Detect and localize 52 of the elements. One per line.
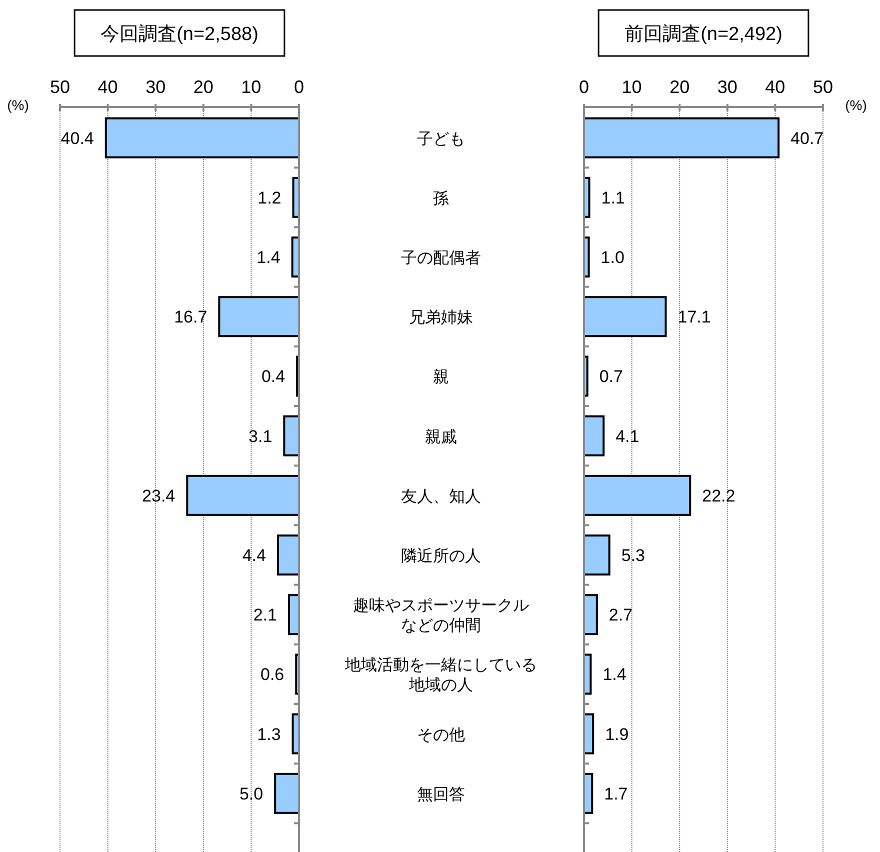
data-label: 1.4 bbox=[602, 665, 626, 684]
data-label: 1.3 bbox=[257, 724, 281, 744]
data-label: 1.1 bbox=[601, 188, 625, 208]
y-tick-label: 孫 bbox=[433, 189, 449, 208]
data-label: 0.7 bbox=[599, 367, 623, 386]
y-tick-label: 子ども bbox=[417, 130, 465, 148]
y-tick-label: 親戚 bbox=[425, 428, 457, 446]
data-label: 1.9 bbox=[605, 724, 629, 744]
y-tick-label: 親 bbox=[433, 368, 449, 386]
x-tick-label: 30 bbox=[146, 77, 166, 97]
data-label: 1.2 bbox=[258, 188, 282, 208]
data-label: 22.2 bbox=[702, 486, 736, 506]
y-tick-label: 隣近所の人 bbox=[401, 547, 481, 565]
x-axis-title: (%) bbox=[7, 97, 29, 113]
data-label: 0.4 bbox=[261, 367, 286, 386]
y-tick-label: 子の配偶者 bbox=[401, 249, 481, 267]
data-label: 0.6 bbox=[260, 665, 284, 684]
data-label: 3.1 bbox=[248, 426, 272, 446]
data-label: 1.7 bbox=[604, 784, 628, 804]
data-label: 5.3 bbox=[621, 546, 645, 565]
x-tick-label: 50 bbox=[812, 77, 834, 97]
y-tick-label: 地域活動を一緒にしている地域の人 bbox=[344, 656, 537, 694]
data-label: 16.7 bbox=[174, 308, 208, 327]
data-label: 4.1 bbox=[616, 426, 640, 446]
x-tick-label: 20 bbox=[193, 77, 214, 97]
data-label: 2.7 bbox=[608, 606, 633, 625]
data-label: 40.4 bbox=[60, 128, 94, 148]
x-tick-label: 0 bbox=[578, 77, 590, 97]
data-label: 17.1 bbox=[678, 308, 711, 327]
y-tick-label: 友人、知人 bbox=[401, 488, 481, 506]
chart-title: 今回調査(n=2,588) bbox=[100, 24, 258, 45]
x-tick-label: 30 bbox=[717, 77, 738, 97]
data-label: 1.0 bbox=[600, 248, 624, 267]
x-tick-label: 50 bbox=[50, 77, 70, 97]
y-tick-label: 趣味やスポーツサークルなどの仲間 bbox=[353, 596, 529, 635]
x-tick-label: 10 bbox=[622, 77, 642, 97]
x-tick-label: 0 bbox=[294, 77, 304, 97]
data-label: 2.1 bbox=[253, 606, 277, 625]
data-label: 5.0 bbox=[239, 784, 264, 804]
data-label: 23.4 bbox=[142, 486, 176, 506]
x-tick-label: 10 bbox=[241, 77, 262, 97]
y-tick-label: 無回答 bbox=[417, 786, 465, 804]
chart-title: 前回調査(n=2,492) bbox=[624, 24, 782, 45]
x-tick-label: 40 bbox=[765, 77, 786, 97]
x-tick-label: 40 bbox=[98, 77, 118, 97]
x-axis-title: (%) bbox=[845, 97, 867, 113]
data-label: 1.4 bbox=[256, 248, 280, 267]
y-tick-label: 兄弟姉妹 bbox=[409, 310, 473, 327]
data-label: 4.4 bbox=[242, 546, 266, 565]
data-label: 40.7 bbox=[790, 128, 824, 148]
x-tick-label: 20 bbox=[670, 77, 690, 97]
y-tick-label: その他 bbox=[417, 726, 465, 744]
